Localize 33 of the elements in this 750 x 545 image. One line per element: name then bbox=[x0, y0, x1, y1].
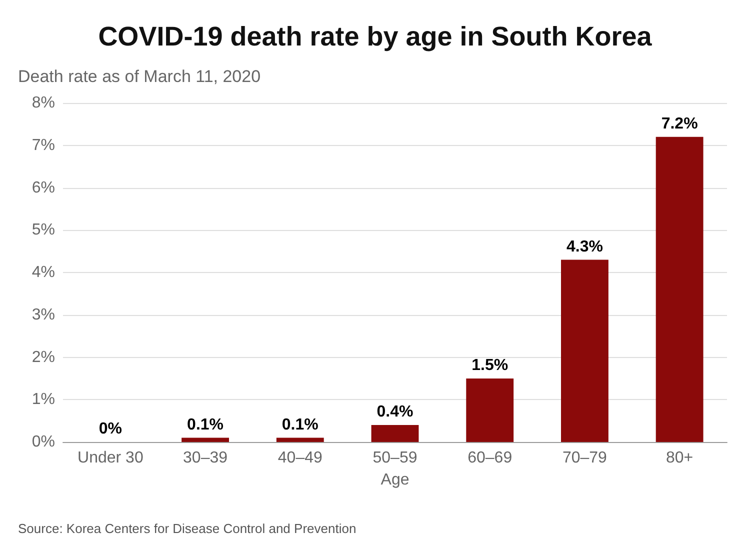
y-tick-label: 4% bbox=[32, 264, 55, 281]
y-tick-label: 5% bbox=[32, 222, 55, 239]
bar bbox=[276, 438, 324, 442]
y-tick-label: 8% bbox=[32, 94, 55, 112]
y-tick-label: 2% bbox=[32, 348, 55, 366]
bar bbox=[466, 378, 514, 442]
bar bbox=[656, 136, 704, 442]
data-label: 0% bbox=[98, 420, 122, 438]
data-label: 0.1% bbox=[282, 416, 318, 434]
chart-title: COVID-19 death rate by age in South Korea bbox=[98, 22, 653, 52]
x-tick-label: 60–69 bbox=[468, 450, 512, 466]
x-tick-label: 80+ bbox=[666, 450, 694, 466]
y-tick-label: 7% bbox=[32, 136, 55, 154]
bar bbox=[371, 425, 419, 442]
x-tick-label: 30–39 bbox=[183, 450, 228, 466]
data-label: 4.3% bbox=[566, 238, 603, 256]
data-label: 1.5% bbox=[472, 356, 508, 374]
x-tick-label: Under 30 bbox=[78, 450, 144, 466]
bar bbox=[182, 438, 229, 442]
y-tick-label: 1% bbox=[32, 391, 55, 408]
source-note: Source: Korea Centers for Disease Control and Prevention bbox=[18, 521, 356, 536]
x-tick-label: 50–59 bbox=[372, 450, 418, 466]
x-axis-title: Age bbox=[380, 472, 410, 488]
y-tick-label: 3% bbox=[32, 306, 55, 324]
data-label: 0.4% bbox=[376, 404, 414, 421]
bar bbox=[561, 260, 608, 442]
x-tick-label: 40–49 bbox=[278, 450, 322, 466]
y-tick-label: 0% bbox=[32, 434, 55, 450]
y-axis-title: Death rate as of March 11, 2020 bbox=[18, 67, 261, 86]
y-tick-label: 6% bbox=[32, 179, 55, 196]
data-label: 0.1% bbox=[187, 416, 224, 434]
data-label: 7.2% bbox=[661, 115, 698, 132]
x-tick-label: 70–79 bbox=[562, 450, 608, 466]
